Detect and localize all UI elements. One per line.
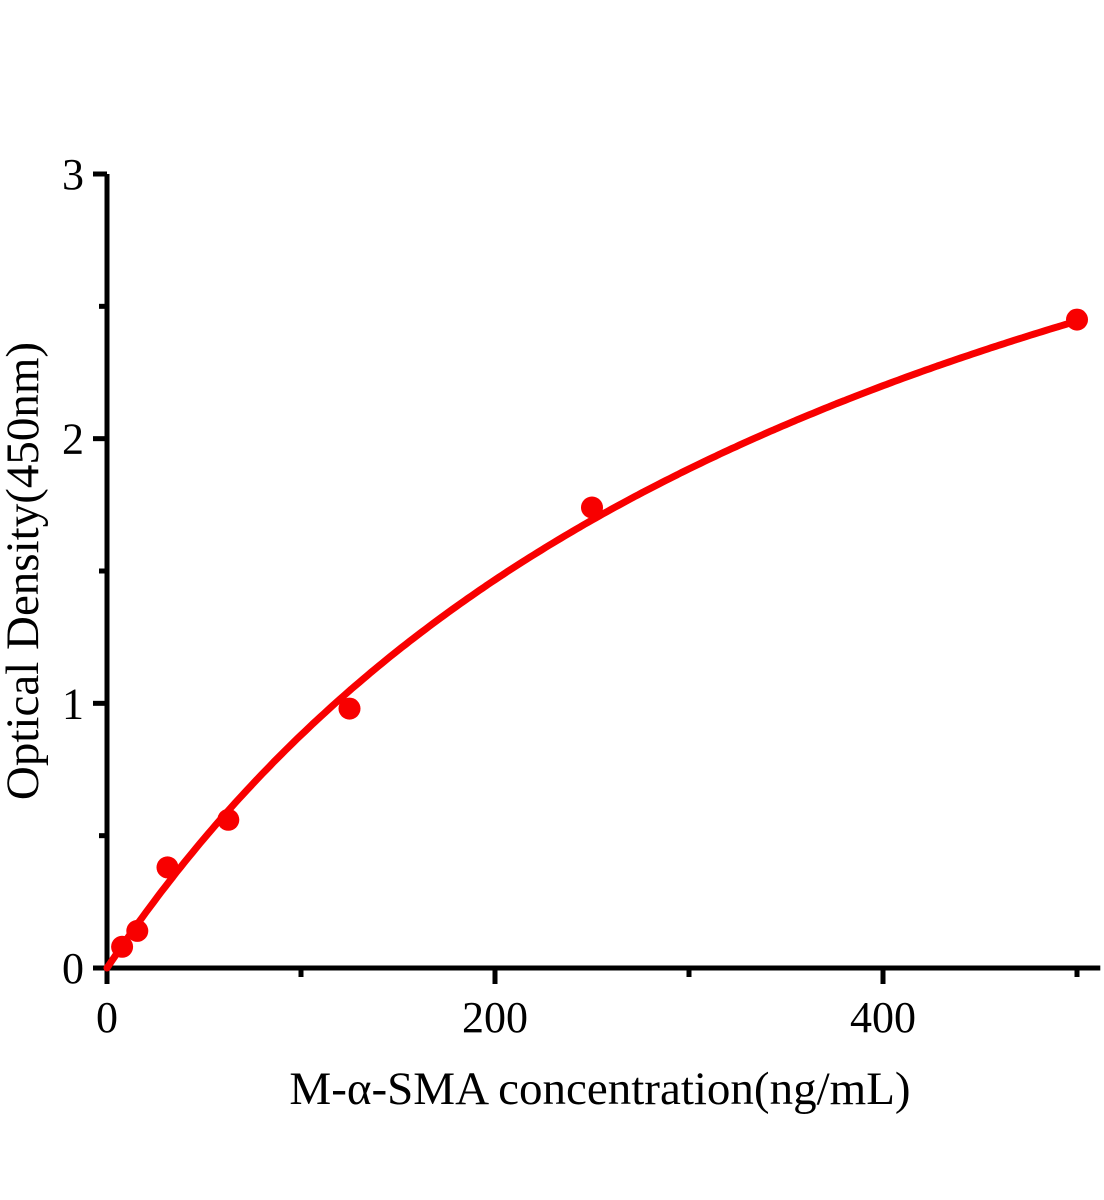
x-tick-label: 0 xyxy=(96,993,118,1042)
x-axis-title: M-α-SMA concentration(ng/mL) xyxy=(289,1063,910,1115)
plot-area: 0 200 400 0 1 2 3 xyxy=(62,150,1101,1042)
data-point xyxy=(1066,308,1088,331)
y-tick-label: 3 xyxy=(62,150,84,199)
y-tick-label: 2 xyxy=(62,415,84,464)
data-point xyxy=(217,808,240,831)
data-point xyxy=(126,919,149,942)
x-tick-label: 200 xyxy=(462,993,528,1042)
data-point xyxy=(581,496,603,519)
data-point xyxy=(111,935,134,958)
axes-spines xyxy=(104,174,1101,971)
fit-curve xyxy=(103,317,1081,972)
y-tick-label: 0 xyxy=(62,944,84,993)
data-point xyxy=(156,856,179,879)
x-tick-label: 400 xyxy=(850,993,916,1042)
y-tick-label: 1 xyxy=(62,679,84,728)
y-axis-title: Optical Density(450nm) xyxy=(0,342,49,800)
data-point xyxy=(338,697,361,720)
